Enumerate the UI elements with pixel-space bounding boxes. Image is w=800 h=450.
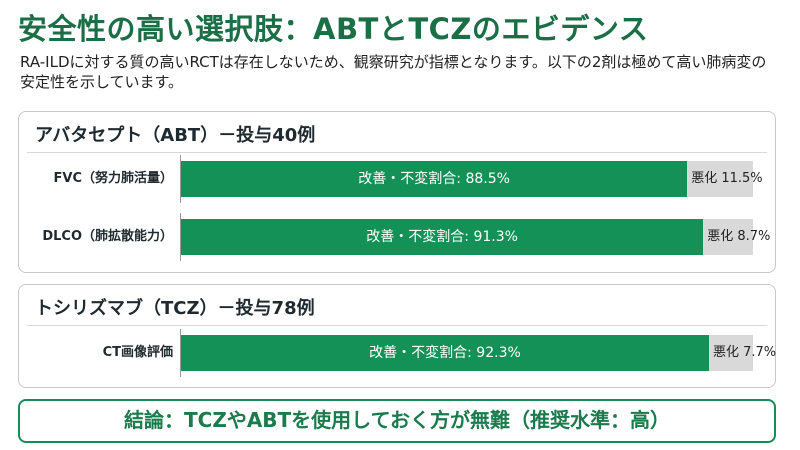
bar-improved-dlco: 改善・不変割合: 91.3%: [181, 219, 704, 255]
conclusion-box: 結論：TCZやABTを使用しておく方が無難（推奨水準：高）: [18, 399, 776, 443]
intro-text: RA-ILDに対する質の高いRCTは存在しないため、観察研究が指標となります。以…: [20, 53, 767, 91]
bar-track-dlco: 改善・不変割合: 91.3% 悪化 8.7%: [181, 219, 770, 255]
bar-track-ct: 改善・不変割合: 92.3% 悪化 7.7%: [181, 335, 776, 371]
card-title-abatacept: アバタセプト（ABT）－投与40例: [35, 125, 316, 146]
axis-line: [180, 329, 181, 377]
bar-worsened-ct: 悪化 7.7%: [712, 345, 777, 360]
slide-title: 安全性の高い選択肢：ABTとTCZのエビデンス: [18, 12, 649, 46]
axis-line: [180, 213, 181, 261]
row-label-ct: CT画像評価: [102, 345, 173, 360]
card-divider: [27, 152, 767, 153]
row-fvc: FVC（努力肺活量） 改善・不変割合: 88.5% 悪化 11.5%: [19, 155, 775, 203]
bar-track-fvc: 改善・不変割合: 88.5% 悪化 11.5%: [181, 161, 763, 197]
row-label-dlco: DLCO（肺拡散能力）: [42, 229, 173, 244]
bar-improved-ct: 改善・不変割合: 92.3%: [181, 335, 709, 371]
bar-worsened-dlco: 悪化 8.7%: [707, 229, 771, 244]
card-abatacept: アバタセプト（ABT）－投与40例 FVC（努力肺活量） 改善・不変割合: 88…: [18, 111, 776, 273]
row-dlco: DLCO（肺拡散能力） 改善・不変割合: 91.3% 悪化 8.7%: [19, 213, 775, 261]
row-ct: CT画像評価 改善・不変割合: 92.3% 悪化 7.7%: [19, 329, 776, 377]
card-tocilizumab: トシリズマブ（TCZ）－投与78例 CT画像評価 改善・不変割合: 92.3% …: [18, 284, 776, 388]
bar-improved-fvc: 改善・不変割合: 88.5%: [181, 161, 688, 197]
bar-worsened-fvc: 悪化 11.5%: [691, 171, 763, 186]
axis-line: [180, 155, 181, 203]
card-title-tocilizumab: トシリズマブ（TCZ）－投与78例: [35, 298, 315, 319]
row-label-fvc: FVC（努力肺活量）: [53, 171, 173, 186]
card-divider: [27, 325, 767, 326]
